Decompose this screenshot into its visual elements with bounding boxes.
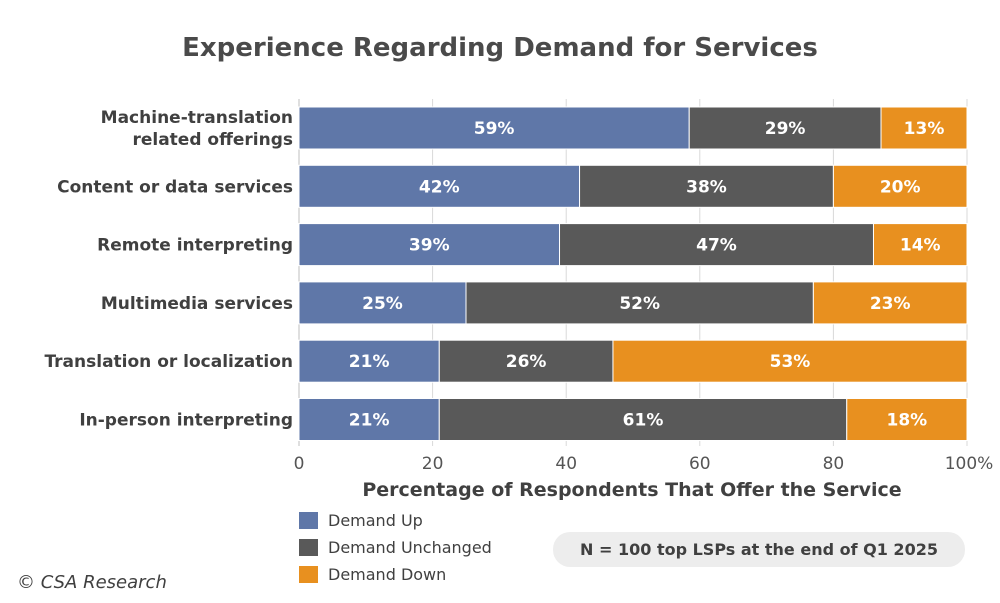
bar-value-label: 61% [623,411,664,431]
bar-value-label: 14% [900,236,941,256]
chart-title: Experience Regarding Demand for Services [182,33,818,63]
legend-swatch [299,566,318,583]
x-tick-label: 40 [555,454,577,474]
category-label: related offerings [132,130,293,150]
bar-segment [465,281,814,325]
bar-segment [298,106,690,150]
bar-segment [298,223,561,267]
bar-value-label: 26% [506,352,547,372]
bars: 59% 29% 13% 42% 38% 20% 39% 47% 14% 25% 52% 23% 21% 2… [298,106,968,441]
legend-swatch [299,539,318,556]
bar-value-label: 52% [619,294,660,314]
bar-segment [612,339,968,383]
bar-value-label: 20% [880,177,921,197]
x-tick-label: 100% [945,454,994,474]
x-axis-label: Percentage of Respondents That Offer the… [362,479,901,501]
legend-label: Demand Unchanged [328,538,492,557]
x-tick-label: 0 [294,454,305,474]
bar-value-label: 42% [419,177,460,197]
bar-value-label: 38% [686,177,727,197]
bar-segment [872,223,968,267]
x-tick-label: 60 [689,454,711,474]
category-label: Content or data services [57,177,293,197]
gridlines [298,99,968,446]
bar-value-label: 59% [474,119,515,139]
x-tick-label: 80 [823,454,845,474]
legend-swatch [299,512,318,529]
legend-label: Demand Down [328,565,446,584]
bar-segment [812,281,968,325]
category-label: In-person interpreting [79,411,293,431]
category-label: Translation or localization [44,352,293,372]
bar-value-label: 39% [409,236,450,256]
bar-segment [880,106,968,150]
bar-value-label: 21% [349,352,390,372]
category-label: Machine-translation [101,108,293,128]
x-axis-ticks: 0 20 40 60 80 100% [294,454,994,474]
bar-value-label: 13% [904,119,945,139]
bar-segment [438,339,614,383]
bar-segment [846,398,968,441]
category-label: Multimedia services [101,294,293,314]
bar-segment [298,339,440,383]
bar-value-label: 53% [770,352,811,372]
bar-segment [579,164,834,208]
copyright-text: © CSA Research [17,572,167,593]
x-tick-label: 20 [422,454,444,474]
legend-label: Demand Up [328,511,423,530]
sample-note-background [553,532,965,567]
bar-segment [298,164,581,208]
bar-segment [298,281,467,325]
bar-value-label: 23% [870,294,911,314]
bar-value-label: 29% [765,119,806,139]
bar-segment [832,164,968,208]
bar-value-label: 18% [887,411,928,431]
bar-value-label: 21% [349,411,390,431]
bar-segment [438,398,848,441]
bar-segment [559,223,874,267]
category-label: Remote interpreting [97,236,293,256]
sample-note-text: N = 100 top LSPs at the end of Q1 2025 [580,540,938,559]
sample-note: N = 100 top LSPs at the end of Q1 2025 [553,532,965,567]
legend: Demand Up Demand Unchanged Demand Down [299,511,492,584]
bar-value-label: 25% [362,294,403,314]
bar-value-label: 47% [696,236,737,256]
